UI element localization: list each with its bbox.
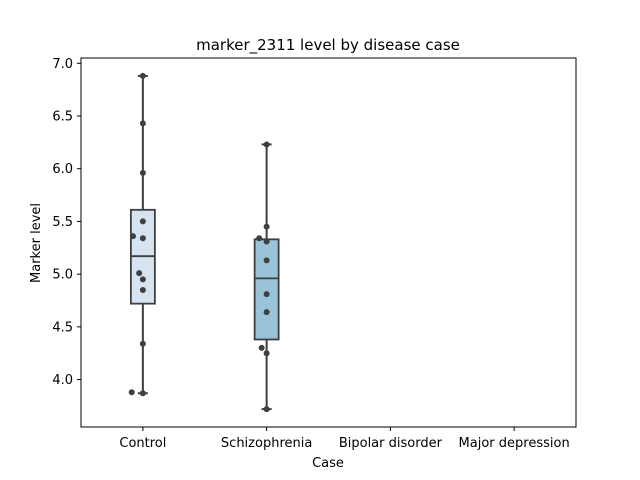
- data-point: [263, 291, 270, 298]
- data-point: [129, 233, 136, 240]
- data-point: [263, 223, 270, 230]
- box-schizophrenia: [253, 141, 280, 413]
- data-point: [263, 309, 270, 316]
- y-tick-label: 5.5: [52, 215, 73, 230]
- plot-layer: 4.0 4.5 5.0 5.5 6.0 6.5 7.0 Control Schizophreni…: [52, 57, 577, 451]
- box-iqr: [253, 238, 280, 341]
- data-point: [263, 406, 270, 413]
- y-axis-label: Marker level: [29, 203, 44, 283]
- axes-frame: [80, 57, 577, 428]
- y-tick-label: 5.0: [52, 268, 73, 283]
- x-axis-label: Case: [312, 456, 344, 471]
- data-point: [139, 276, 146, 283]
- data-point: [128, 389, 135, 396]
- data-point: [258, 344, 265, 351]
- data-point: [139, 72, 146, 79]
- chart-title: marker_2311 level by disease case: [196, 36, 460, 55]
- data-point: [263, 350, 270, 357]
- data-point: [263, 141, 270, 148]
- x-tick-label: Schizophrenia: [221, 436, 312, 451]
- y-tick-label: 6.0: [52, 162, 73, 177]
- y-tick-label: 7.0: [52, 57, 73, 72]
- data-point: [139, 286, 146, 293]
- x-tick-label: Control: [119, 436, 166, 451]
- y-tick-label: 4.5: [52, 320, 73, 335]
- data-point: [139, 218, 146, 225]
- x-tick-label: Major depression: [459, 436, 570, 451]
- data-point: [263, 238, 270, 245]
- x-tick-label: Bipolar disorder: [339, 436, 443, 451]
- data-point: [256, 235, 263, 242]
- y-tick-label: 6.5: [52, 109, 73, 124]
- data-point: [263, 257, 270, 264]
- box-control: [128, 72, 156, 397]
- y-tick-label: 4.0: [52, 373, 73, 388]
- data-point: [139, 390, 146, 397]
- data-point: [139, 169, 146, 176]
- data-point: [139, 235, 146, 242]
- data-point: [139, 120, 146, 127]
- data-point: [139, 340, 146, 347]
- data-point: [136, 270, 143, 277]
